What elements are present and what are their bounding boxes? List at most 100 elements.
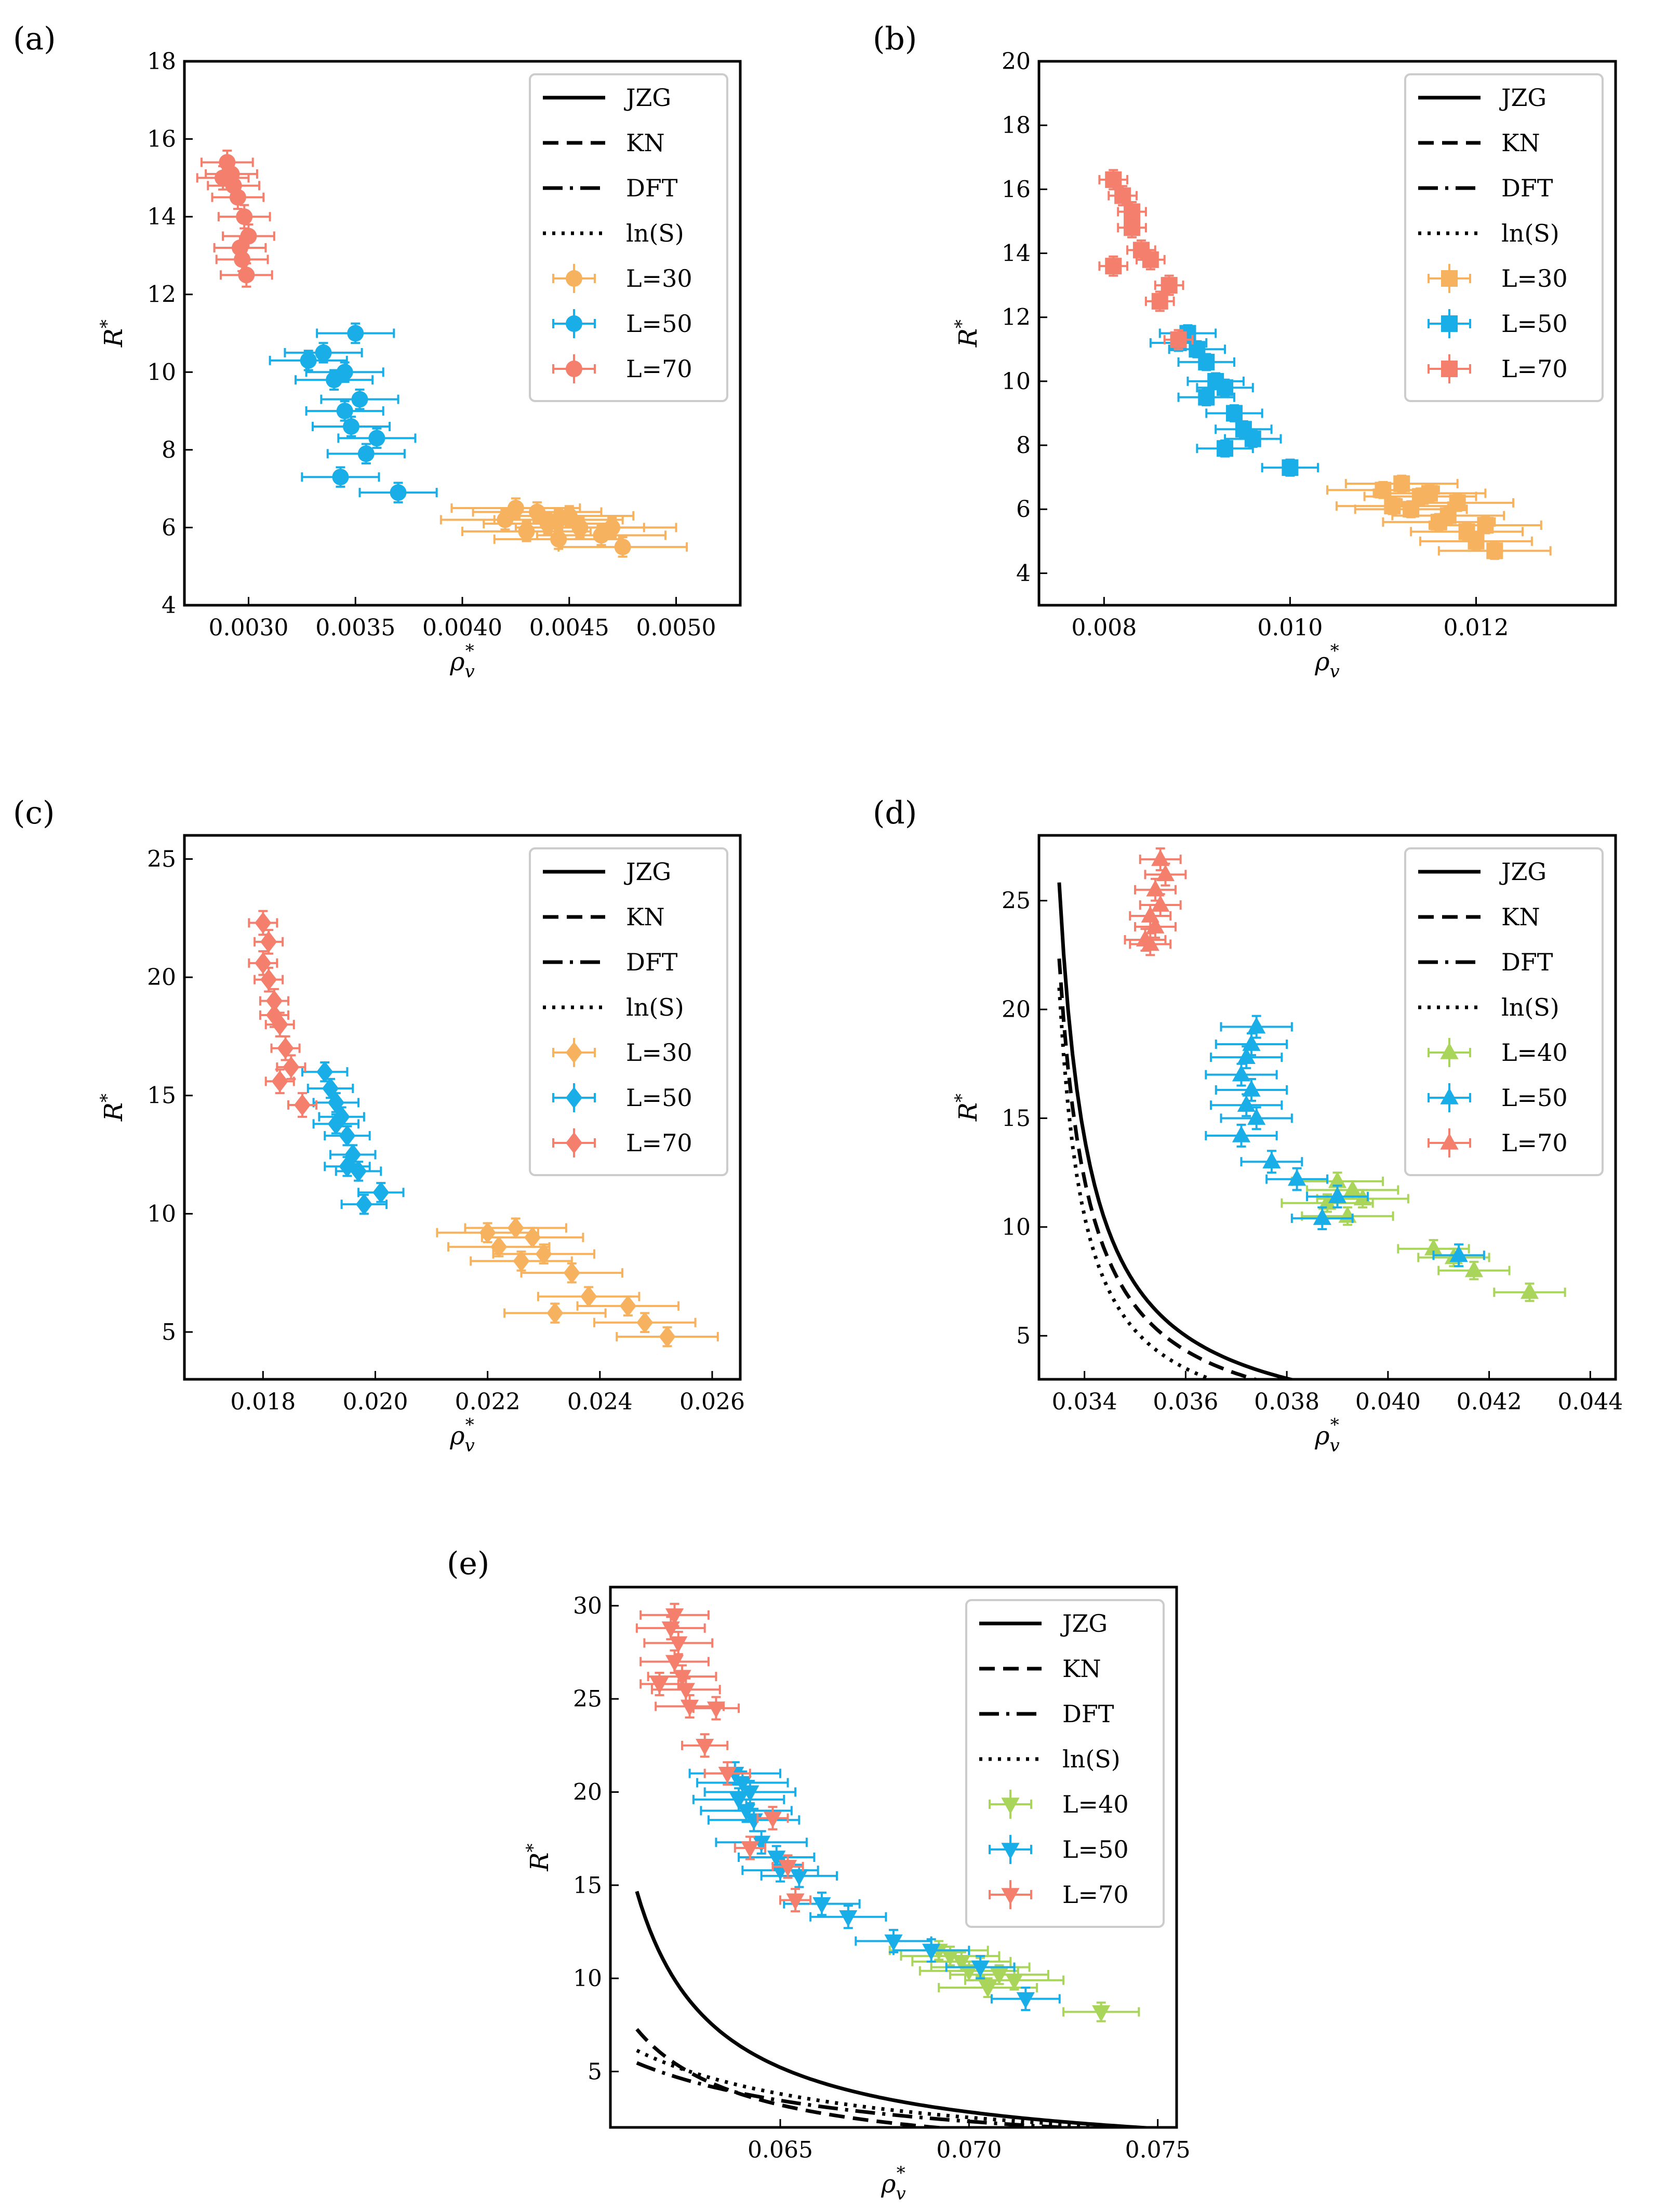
panel-label: (b) xyxy=(873,21,917,57)
legend-marker xyxy=(1440,1133,1459,1150)
data-marker xyxy=(676,1683,695,1700)
data-point xyxy=(1129,932,1172,956)
data-point xyxy=(447,1236,551,1258)
legend-label: KN xyxy=(626,903,665,931)
data-point xyxy=(1135,249,1166,271)
legend-label: L=70 xyxy=(1062,1881,1129,1909)
data-marker xyxy=(1412,488,1429,505)
data-marker xyxy=(614,538,631,555)
data-marker xyxy=(490,1236,508,1258)
y-tick-label: 18 xyxy=(1002,112,1031,139)
chart-panel-d: (d) 0.034 0.036 0.038 0.040 0.042 0.044 5 10 15 20… xyxy=(873,795,1623,1456)
legend-marker xyxy=(1440,1042,1459,1059)
series-l50 xyxy=(301,1061,405,1215)
data-marker xyxy=(1232,1064,1251,1082)
data-marker xyxy=(1237,1095,1256,1112)
data-point xyxy=(576,1295,680,1317)
theory-line-lns xyxy=(206,635,676,742)
y-tick-label: 10 xyxy=(573,1965,602,1992)
legend-label: L=70 xyxy=(626,355,692,383)
legend-marker xyxy=(566,1042,582,1063)
data-marker xyxy=(941,1949,959,1966)
data-point xyxy=(1205,404,1263,422)
data-point xyxy=(1196,439,1254,458)
data-marker xyxy=(763,1811,782,1828)
legend-label: ln(S) xyxy=(1062,1745,1121,1773)
data-point xyxy=(1265,1167,1328,1191)
data-marker xyxy=(535,1243,552,1265)
x-tick-label: 0.022 xyxy=(455,1389,521,1415)
chart-panel-b: (b) 0.008 0.010 0.012 4 6 8 10 12 14 16 18 20 ρv* R* JZ… xyxy=(873,21,1617,682)
legend-label: L=50 xyxy=(1501,1084,1568,1112)
data-point xyxy=(1220,1015,1293,1039)
legend-marker xyxy=(1001,1843,1020,1860)
legend-label: KN xyxy=(626,129,665,157)
data-marker xyxy=(236,208,253,225)
data-marker xyxy=(696,1739,714,1756)
data-series xyxy=(248,910,719,1348)
legend-marker xyxy=(566,270,582,287)
series-l30 xyxy=(436,1217,719,1348)
data-point xyxy=(326,443,406,465)
data-point xyxy=(1335,497,1449,515)
data-point xyxy=(1062,2001,1140,2022)
data-point xyxy=(311,416,391,437)
data-marker xyxy=(260,931,277,953)
data-marker xyxy=(1198,353,1215,370)
data-point xyxy=(1306,1184,1369,1209)
data-marker xyxy=(1151,895,1170,912)
data-marker xyxy=(271,1070,288,1093)
data-point xyxy=(503,1302,607,1324)
x-tick-label: 0.0035 xyxy=(315,615,395,641)
data-point xyxy=(703,1761,751,1786)
theory-line-lns xyxy=(1057,987,1217,1379)
data-point xyxy=(639,1671,679,1696)
legend-frame xyxy=(1404,847,1604,1176)
data-marker xyxy=(316,1061,334,1083)
data-marker xyxy=(240,228,257,245)
data-marker xyxy=(1328,1187,1347,1204)
series-l40 xyxy=(1281,1171,1566,1302)
data-marker xyxy=(884,1934,903,1951)
data-marker xyxy=(265,990,283,1012)
data-point xyxy=(470,1250,573,1272)
legend: JZG KN DFT ln(S) L=40 L=50 L=70 xyxy=(1404,847,1604,1176)
data-point xyxy=(1224,430,1282,448)
legend: JZG KN DFT ln(S) L=30 L=50 L=70 xyxy=(1404,73,1604,402)
data-point xyxy=(436,1221,539,1244)
data-point xyxy=(692,1696,740,1721)
y-tick-label: 10 xyxy=(147,359,176,385)
data-marker xyxy=(357,445,375,462)
data-point xyxy=(1108,185,1138,207)
y-tick-label: 10 xyxy=(1002,1214,1031,1241)
data-point xyxy=(1205,1124,1278,1148)
y-tick-label: 4 xyxy=(1016,560,1031,587)
data-point xyxy=(264,1068,295,1095)
data-point xyxy=(312,1091,360,1114)
data-marker xyxy=(1237,1047,1256,1064)
y-tick-label: 20 xyxy=(147,964,176,991)
y-tick-label: 20 xyxy=(1002,996,1031,1023)
theory-line-jzg xyxy=(1057,882,1298,1379)
data-marker xyxy=(1016,1992,1035,2009)
legend-label: L=50 xyxy=(626,1084,692,1112)
data-point xyxy=(1205,1062,1278,1087)
data-point xyxy=(254,929,284,955)
data-marker xyxy=(706,1701,726,1719)
data-point xyxy=(259,1002,289,1028)
legend-label: L=40 xyxy=(1062,1790,1129,1818)
legend-label: DFT xyxy=(626,948,678,976)
y-tick-label: 10 xyxy=(1002,368,1031,395)
data-point xyxy=(306,1077,354,1099)
legend-label: KN xyxy=(1501,129,1540,157)
legend-handle-marker xyxy=(552,309,596,338)
theory-line-lns xyxy=(636,2048,1157,2127)
data-point xyxy=(1215,1078,1288,1102)
legend-marker xyxy=(1441,361,1458,377)
data-marker xyxy=(390,484,407,501)
data-marker xyxy=(1424,1239,1443,1256)
data-marker xyxy=(752,1835,771,1853)
data-marker xyxy=(665,1655,684,1672)
data-point xyxy=(305,400,384,422)
